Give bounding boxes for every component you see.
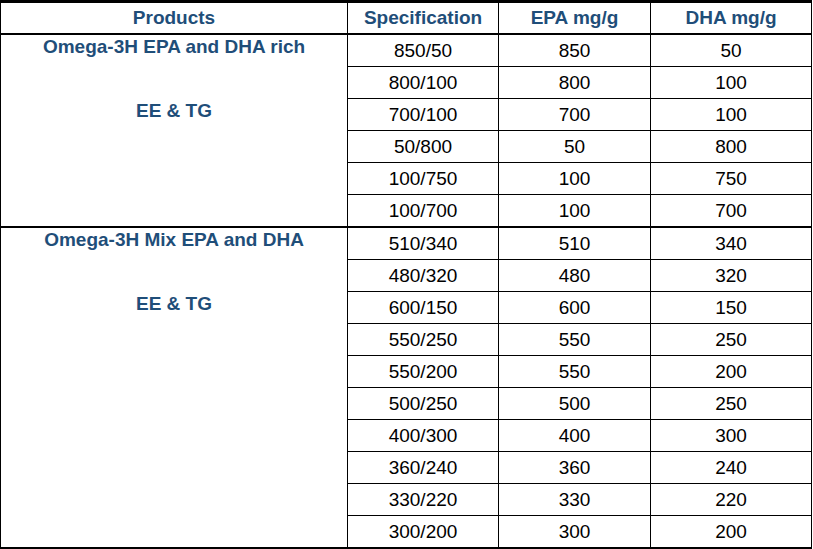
dha-cell: 320: [651, 260, 812, 292]
spec-cell: 330/220: [348, 484, 499, 516]
header-products: Products: [1, 2, 348, 35]
dha-cell: 50: [651, 34, 812, 67]
spec-cell: 100/750: [348, 163, 499, 195]
header-row: Products Specification EPA mg/g DHA mg/g: [1, 2, 812, 35]
epa-cell: 700: [499, 99, 651, 131]
header-dha: DHA mg/g: [651, 2, 812, 35]
dha-cell: 150: [651, 292, 812, 324]
spec-cell: 360/240: [348, 452, 499, 484]
spec-cell: 850/50: [348, 34, 499, 67]
spec-cell: 100/700: [348, 195, 499, 228]
dha-cell: 100: [651, 99, 812, 131]
dha-cell: 250: [651, 324, 812, 356]
product-spec-page: Products Specification EPA mg/g DHA mg/g…: [0, 0, 813, 549]
product-group-cell: Omega-3H EPA and DHA rich EE & TG: [1, 34, 348, 227]
epa-cell: 800: [499, 67, 651, 99]
epa-cell: 550: [499, 356, 651, 388]
spec-cell: 300/200: [348, 516, 499, 549]
table-row: Omega-3H EPA and DHA rich EE & TG 850/50…: [1, 34, 812, 67]
spec-cell: 500/250: [348, 388, 499, 420]
product-group-cell: Omega-3H Mix EPA and DHA EE & TG: [1, 227, 348, 549]
product-form: EE & TG: [1, 99, 347, 123]
epa-cell: 500: [499, 388, 651, 420]
spec-cell: 480/320: [348, 260, 499, 292]
dha-cell: 250: [651, 388, 812, 420]
dha-cell: 200: [651, 516, 812, 549]
dha-cell: 300: [651, 420, 812, 452]
header-specification: Specification: [348, 2, 499, 35]
spec-cell: 600/150: [348, 292, 499, 324]
spec-cell: 50/800: [348, 131, 499, 163]
epa-cell: 850: [499, 34, 651, 67]
epa-cell: 330: [499, 484, 651, 516]
epa-cell: 360: [499, 452, 651, 484]
spec-cell: 700/100: [348, 99, 499, 131]
epa-cell: 510: [499, 227, 651, 260]
epa-cell: 50: [499, 131, 651, 163]
dha-cell: 700: [651, 195, 812, 228]
product-spec-table: Products Specification EPA mg/g DHA mg/g…: [0, 0, 812, 549]
dha-cell: 220: [651, 484, 812, 516]
epa-cell: 400: [499, 420, 651, 452]
spec-cell: 550/200: [348, 356, 499, 388]
epa-cell: 100: [499, 163, 651, 195]
epa-cell: 550: [499, 324, 651, 356]
epa-cell: 100: [499, 195, 651, 228]
epa-cell: 480: [499, 260, 651, 292]
header-epa: EPA mg/g: [499, 2, 651, 35]
table-row: Omega-3H Mix EPA and DHA EE & TG 510/340…: [1, 227, 812, 260]
dha-cell: 100: [651, 67, 812, 99]
dha-cell: 200: [651, 356, 812, 388]
dha-cell: 750: [651, 163, 812, 195]
epa-cell: 300: [499, 516, 651, 549]
product-name: Omega-3H Mix EPA and DHA: [1, 228, 347, 252]
spec-cell: 550/250: [348, 324, 499, 356]
dha-cell: 800: [651, 131, 812, 163]
dha-cell: 240: [651, 452, 812, 484]
spec-cell: 510/340: [348, 227, 499, 260]
product-name: Omega-3H EPA and DHA rich: [1, 35, 347, 59]
product-form: EE & TG: [1, 292, 347, 316]
epa-cell: 600: [499, 292, 651, 324]
spec-cell: 400/300: [348, 420, 499, 452]
dha-cell: 340: [651, 227, 812, 260]
spec-cell: 800/100: [348, 67, 499, 99]
